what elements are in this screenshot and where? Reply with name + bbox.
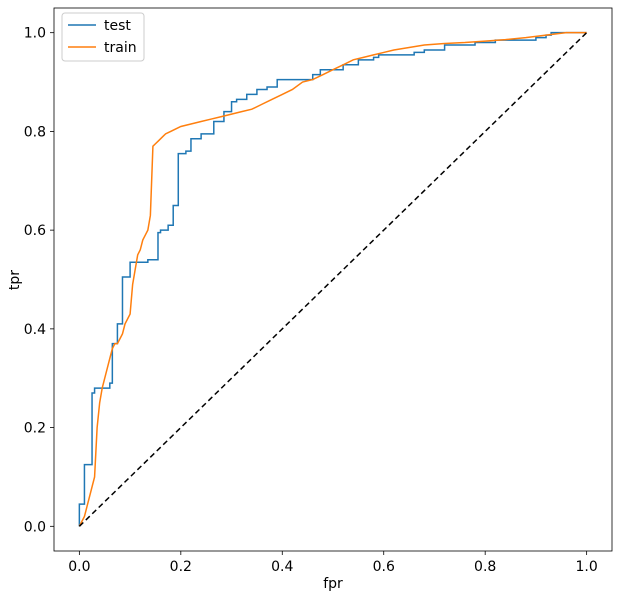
x-tick-label: 0.6 (373, 559, 395, 575)
y-tick-label: 1.0 (24, 26, 46, 42)
x-tick-label: 0.0 (68, 559, 90, 575)
y-tick-label: 0.2 (24, 421, 46, 437)
legend-label-train: train (104, 40, 137, 56)
legend: test train (61, 12, 145, 62)
x-axis-label: fpr (323, 576, 343, 592)
y-tick-label: 0.4 (24, 322, 46, 338)
y-tick-label: 0.6 (24, 223, 46, 239)
axes-layer: 0.0 0.2 0.4 0.6 0.8 1.0 0.0 0.2 0.4 0.6 0.8 1.0 (24, 7, 613, 575)
x-tick-label: 0.8 (474, 559, 496, 575)
legend-label-test: test (104, 18, 131, 34)
series-layer (78, 31, 588, 527)
plot-frame (53, 7, 613, 552)
x-tick-label: 0.2 (170, 559, 192, 575)
series-line-test (78, 31, 587, 527)
y-tick-label: 0.8 (24, 124, 46, 140)
y-axis-label: tpr (7, 270, 23, 290)
x-tick-label: 1.0 (576, 559, 598, 575)
y-tick-label: 0.0 (24, 519, 46, 535)
x-tick-label: 0.4 (271, 559, 293, 575)
series-line-train (78, 31, 587, 527)
chance-diagonal-line (78, 32, 588, 527)
